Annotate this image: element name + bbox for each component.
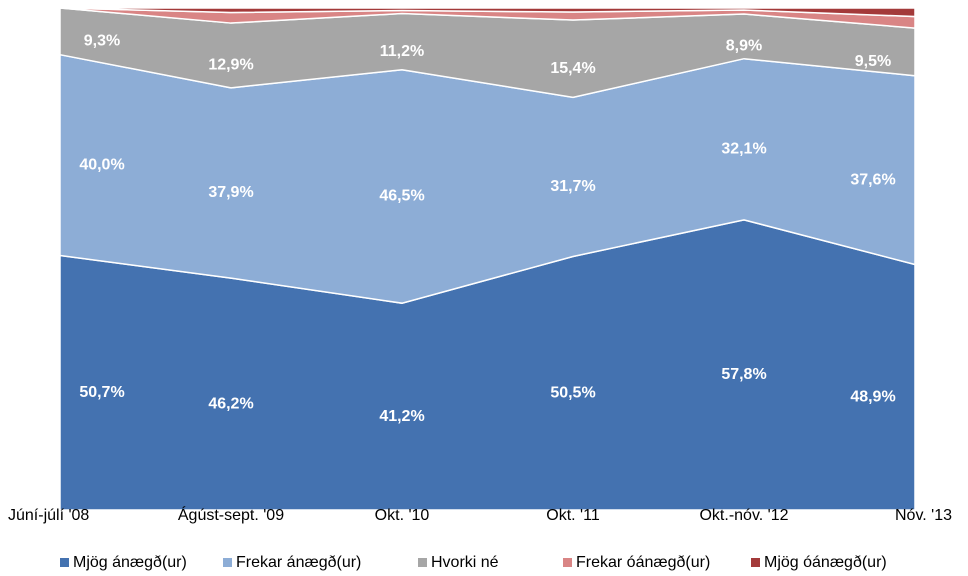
- legend-label: Hvorki né: [431, 554, 499, 571]
- legend-swatch: [223, 558, 232, 567]
- x-tick-label: Okt.-nóv. '12: [699, 507, 788, 524]
- data-label: 31,7%: [550, 178, 595, 195]
- data-label: 48,9%: [850, 388, 895, 405]
- x-tick-label: Okt. '11: [546, 507, 600, 524]
- data-label: 46,5%: [379, 188, 424, 205]
- data-label: 8,9%: [726, 38, 762, 55]
- data-label: 46,2%: [208, 395, 253, 412]
- x-tick-label: Okt. '10: [375, 507, 430, 524]
- data-label: 9,3%: [84, 33, 120, 50]
- legend-label: Mjög óánægð(ur): [764, 554, 887, 571]
- legend-label: Frekar óánægð(ur): [576, 554, 710, 571]
- legend-swatch: [418, 558, 427, 567]
- data-label: 57,8%: [721, 366, 766, 383]
- data-label: 50,7%: [79, 384, 124, 401]
- data-label: 9,5%: [855, 53, 891, 70]
- x-tick-label: Ágúst-sept. '09: [178, 505, 284, 524]
- x-tick-label: Júní-júlí '08: [8, 507, 89, 524]
- data-label: 37,9%: [208, 184, 253, 201]
- data-label: 32,1%: [721, 140, 766, 157]
- data-label: 11,2%: [380, 43, 424, 60]
- data-label: 37,6%: [850, 171, 895, 188]
- legend-label: Frekar ánægð(ur): [236, 554, 361, 571]
- data-label: 41,2%: [379, 408, 424, 425]
- legend-swatch: [751, 558, 760, 567]
- data-label: 50,5%: [550, 384, 595, 401]
- x-tick-label: Nóv. '13: [895, 507, 952, 524]
- legend-label: Mjög ánægð(ur): [73, 554, 187, 571]
- data-label: 15,4%: [550, 60, 595, 77]
- data-label: 12,9%: [208, 57, 253, 74]
- legend-swatch: [60, 558, 69, 567]
- legend-swatch: [563, 558, 572, 567]
- area: [59, 7, 916, 18]
- data-label: 40,0%: [79, 156, 124, 173]
